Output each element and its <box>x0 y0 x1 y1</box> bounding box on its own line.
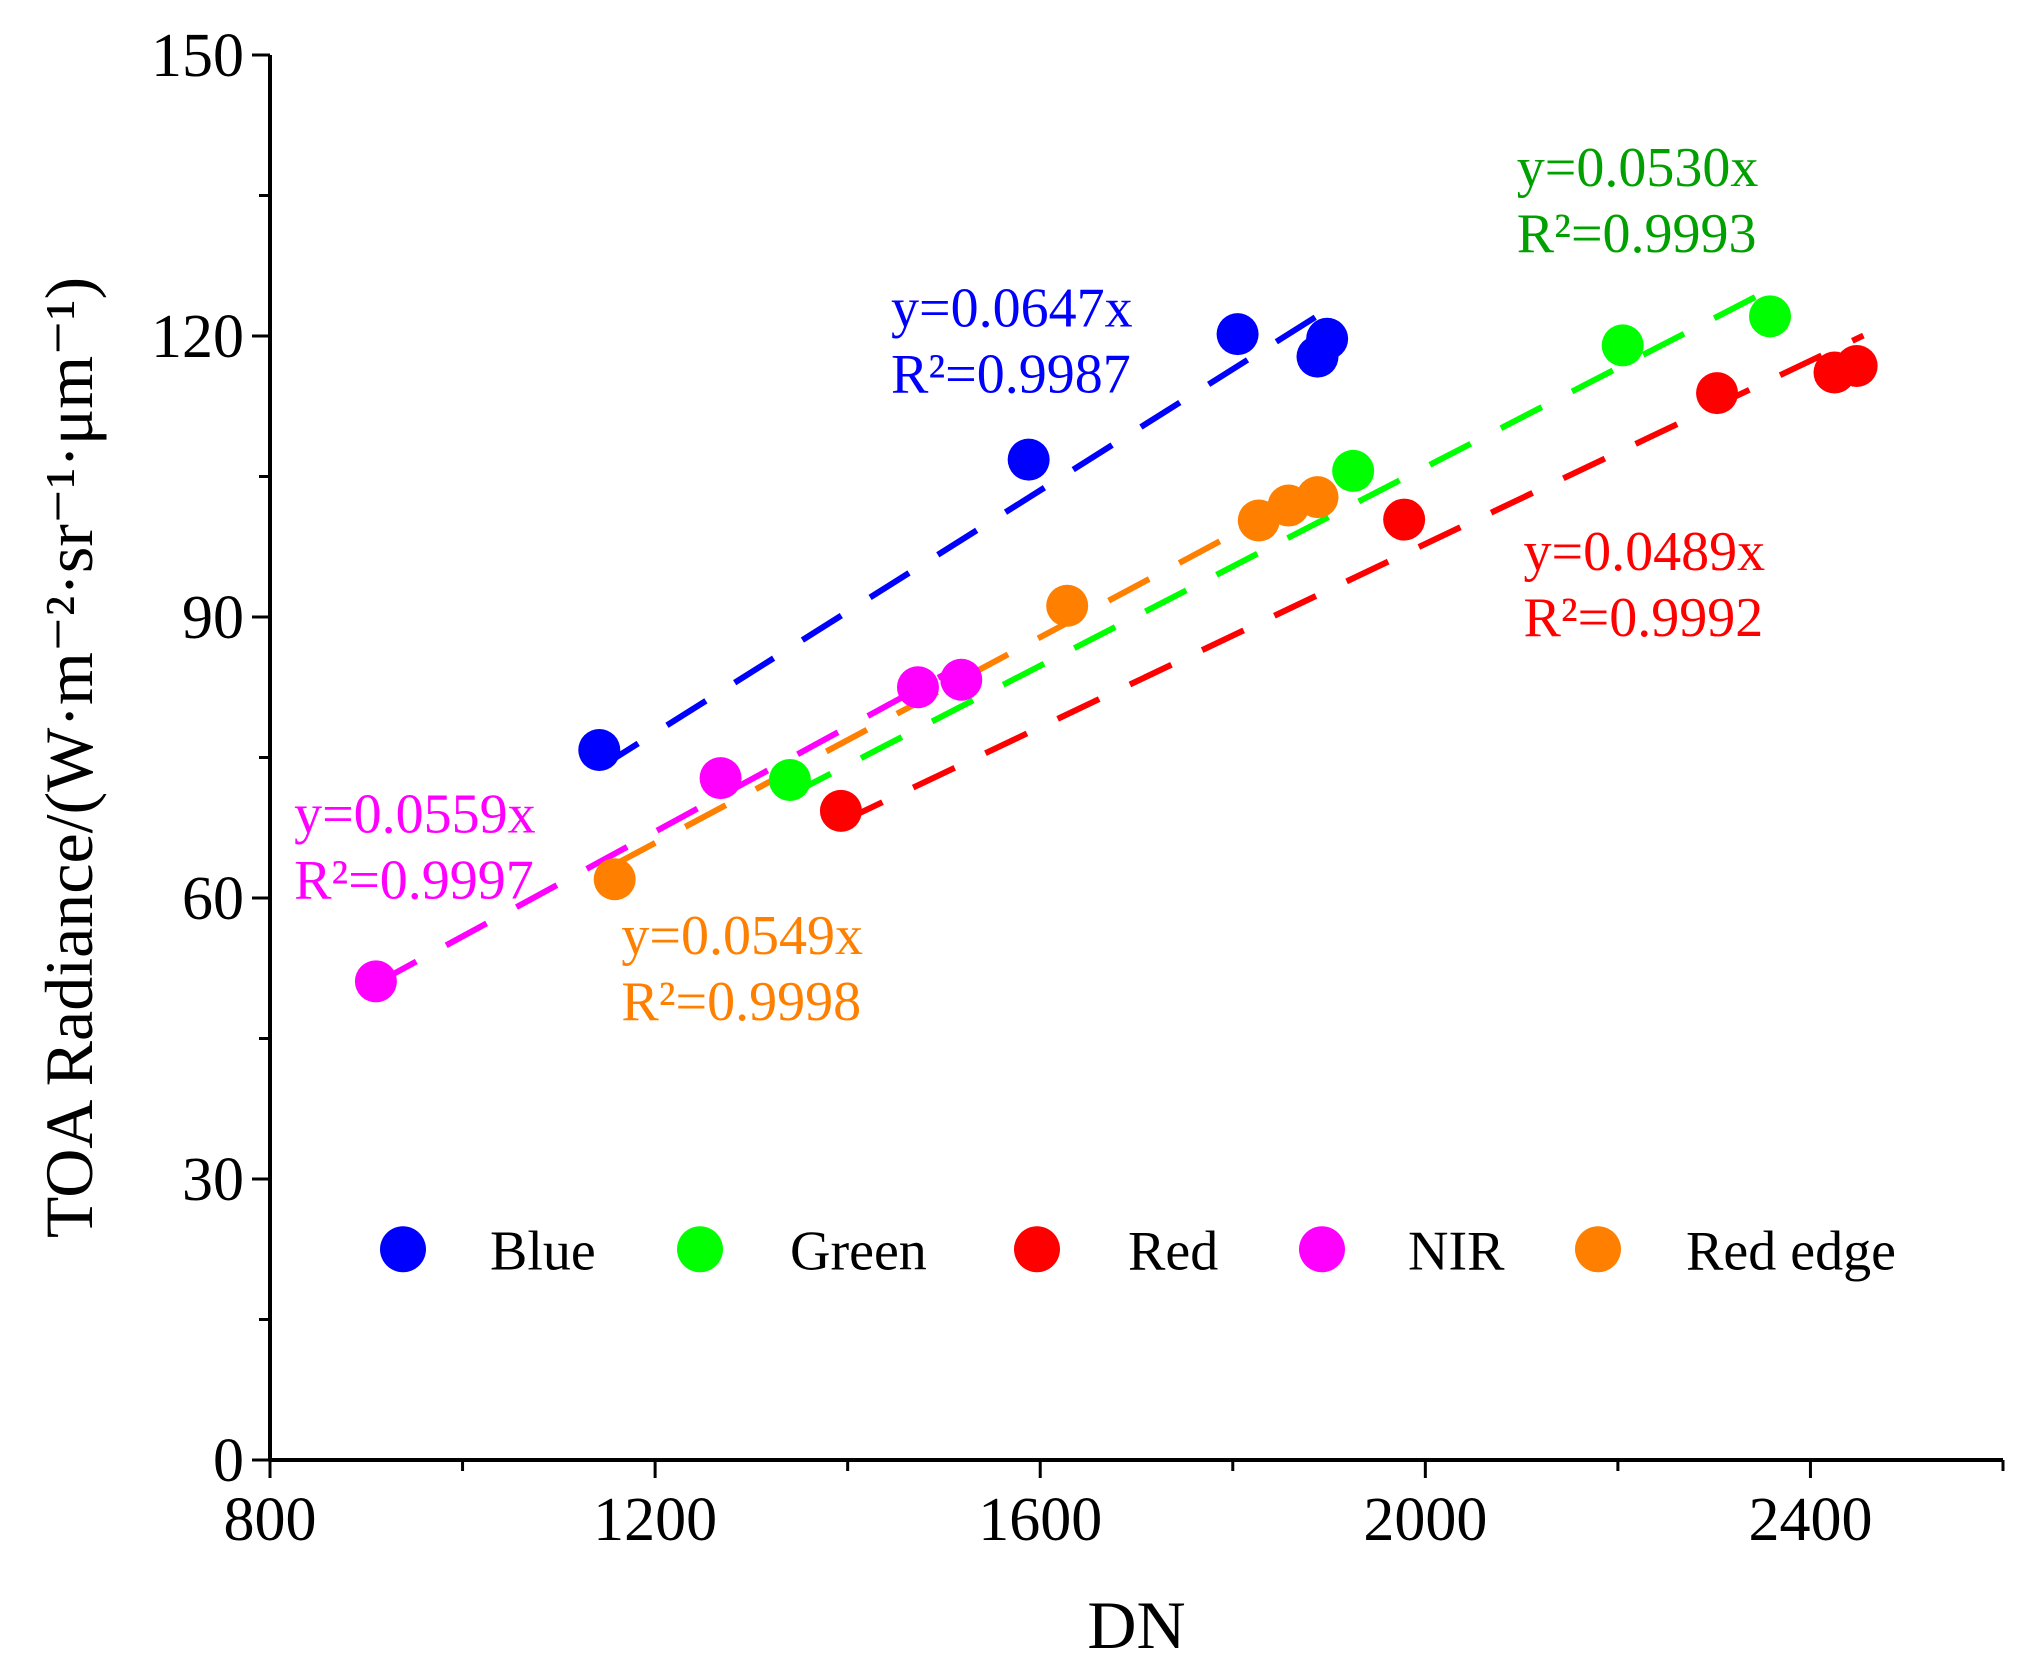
axes: 800 1200 1600 2000 2400 0 30 60 90 120 150 DN TOA Ra… <box>31 22 2005 1663</box>
data-point-green <box>1601 324 1644 367</box>
data-point-red <box>1835 344 1878 387</box>
x-tick-label: 2400 <box>1748 1486 1872 1554</box>
legend-marker-red-edge <box>1575 1226 1621 1273</box>
equation-label-red: y=0.0489x <box>1524 521 1766 583</box>
legend-label-nir: NIR <box>1408 1220 1505 1282</box>
data-point-nir <box>354 960 397 1003</box>
data-points <box>354 295 1878 1003</box>
x-tick-label: 800 <box>224 1486 317 1554</box>
y-axis-title: TOA Radiance/(W·m⁻²·sr⁻¹·μm⁻¹) <box>31 277 107 1238</box>
legend-marker-green <box>677 1226 723 1273</box>
fit-line-nir <box>374 662 963 987</box>
data-point-blue <box>578 729 621 772</box>
data-point-green <box>1749 295 1792 338</box>
legend-label-red: Red <box>1128 1220 1218 1282</box>
x-tick-label: 1600 <box>978 1486 1102 1554</box>
data-point-red <box>1383 498 1426 541</box>
r2-label-red-edge: R²=0.9998 <box>621 971 861 1033</box>
equation-label-green: y=0.0530x <box>1517 137 1759 199</box>
fit-line-red <box>839 332 1865 825</box>
fit-line-blue <box>597 307 1329 771</box>
data-point-green <box>768 758 811 801</box>
data-point-green <box>1332 449 1375 492</box>
x-axis-title: DN <box>1087 1587 1185 1663</box>
legend-label-blue: Blue <box>490 1220 596 1282</box>
data-point-red-edge <box>1296 476 1339 519</box>
legend-marker-nir <box>1299 1226 1345 1273</box>
data-point-blue <box>1306 317 1349 360</box>
r2-label-nir: R²=0.9997 <box>294 849 534 911</box>
y-tick-label: 120 <box>151 303 244 371</box>
legend: Blue Green Red NIR Red edge <box>380 1220 1896 1282</box>
legend-label-green: Green <box>790 1220 927 1282</box>
legend-label-red-edge: Red edge <box>1686 1220 1896 1282</box>
y-tick-label: 60 <box>182 865 244 933</box>
equation-label-nir: y=0.0559x <box>294 783 536 845</box>
y-tick-label: 30 <box>182 1146 244 1214</box>
legend-marker-red <box>1014 1226 1060 1273</box>
data-point-nir <box>699 757 742 800</box>
y-tick-label: 150 <box>151 22 244 90</box>
x-tick-label: 1200 <box>593 1486 717 1554</box>
data-point-red-edge <box>1046 584 1089 627</box>
legend-marker-blue <box>380 1226 426 1273</box>
equation-label-blue: y=0.0647x <box>891 278 1133 340</box>
fit-lines <box>374 283 1865 987</box>
x-tick-label: 2000 <box>1363 1486 1487 1554</box>
fit-line-red-edge <box>613 486 1319 868</box>
data-point-nir <box>940 658 983 701</box>
data-point-blue <box>1216 313 1259 356</box>
fit-line-green <box>788 283 1779 798</box>
y-tick-label: 90 <box>182 584 244 652</box>
r2-label-blue: R²=0.9987 <box>891 344 1131 406</box>
data-point-red <box>819 789 862 832</box>
data-point-red-edge <box>593 858 636 901</box>
r2-label-green: R²=0.9993 <box>1517 203 1757 265</box>
y-tick-label: 0 <box>213 1427 244 1495</box>
data-point-red <box>1696 372 1739 415</box>
data-point-nir <box>896 666 939 709</box>
equation-label-red-edge: y=0.0549x <box>621 905 863 967</box>
r2-label-red: R²=0.9992 <box>1524 587 1764 649</box>
data-point-blue <box>1007 438 1050 481</box>
